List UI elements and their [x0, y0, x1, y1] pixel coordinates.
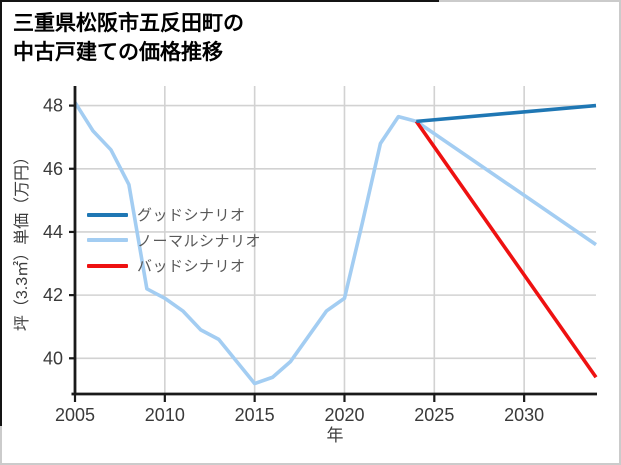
x-tick-label: 2010 — [145, 405, 185, 425]
figure-border-top-black — [0, 0, 439, 2]
y-axis-title: 坪（3.3㎡）単価（万円） — [14, 148, 31, 332]
series-line-ノーマルシナリオ — [73, 101, 598, 386]
x-tick-label: 2025 — [414, 405, 454, 425]
chart-legend: グッドシナリオ ノーマルシナリオ バッドシナリオ — [87, 202, 261, 279]
normal-scenario-line-swatch — [87, 238, 128, 243]
x-tick-label: 2030 — [504, 405, 544, 425]
legend-item-normal-scenario: ノーマルシナリオ — [87, 228, 261, 254]
chart-title: 三重県松阪市五反田町の 中古戸建ての価格推移 — [13, 9, 244, 67]
chart-title-line-1: 三重県松阪市五反田町の — [13, 12, 244, 35]
legend-item-bad-scenario: バッドシナリオ — [87, 253, 261, 279]
good-scenario-line-swatch — [87, 212, 128, 217]
legend-label-good: グッドシナリオ — [137, 207, 246, 225]
series-line-グッドシナリオ — [416, 103, 597, 124]
legend-item-good-scenario: グッドシナリオ — [87, 202, 261, 228]
y-tick-label: 48 — [43, 96, 63, 116]
x-tick-label: 2015 — [235, 405, 275, 425]
chart-title-line-2: 中古戸建ての価格推移 — [13, 41, 223, 64]
bad-scenario-line-swatch — [87, 263, 128, 268]
legend-label-normal: ノーマルシナリオ — [137, 232, 262, 250]
x-axis-title: 年 — [326, 426, 344, 445]
legend-label-bad: バッドシナリオ — [137, 258, 246, 276]
x-tick-label: 2005 — [55, 405, 95, 425]
y-tick-label: 40 — [43, 348, 63, 368]
figure-border-right — [619, 0, 621, 465]
figure-border-bottom — [0, 463, 621, 465]
y-tick-label: 46 — [43, 159, 63, 179]
x-tick-label: 2020 — [324, 405, 364, 425]
y-tick-label: 44 — [43, 222, 63, 242]
y-tick-label: 42 — [43, 285, 63, 305]
series-line-バッドシナリオ — [414, 120, 598, 379]
figure-border-left-black — [0, 0, 2, 426]
